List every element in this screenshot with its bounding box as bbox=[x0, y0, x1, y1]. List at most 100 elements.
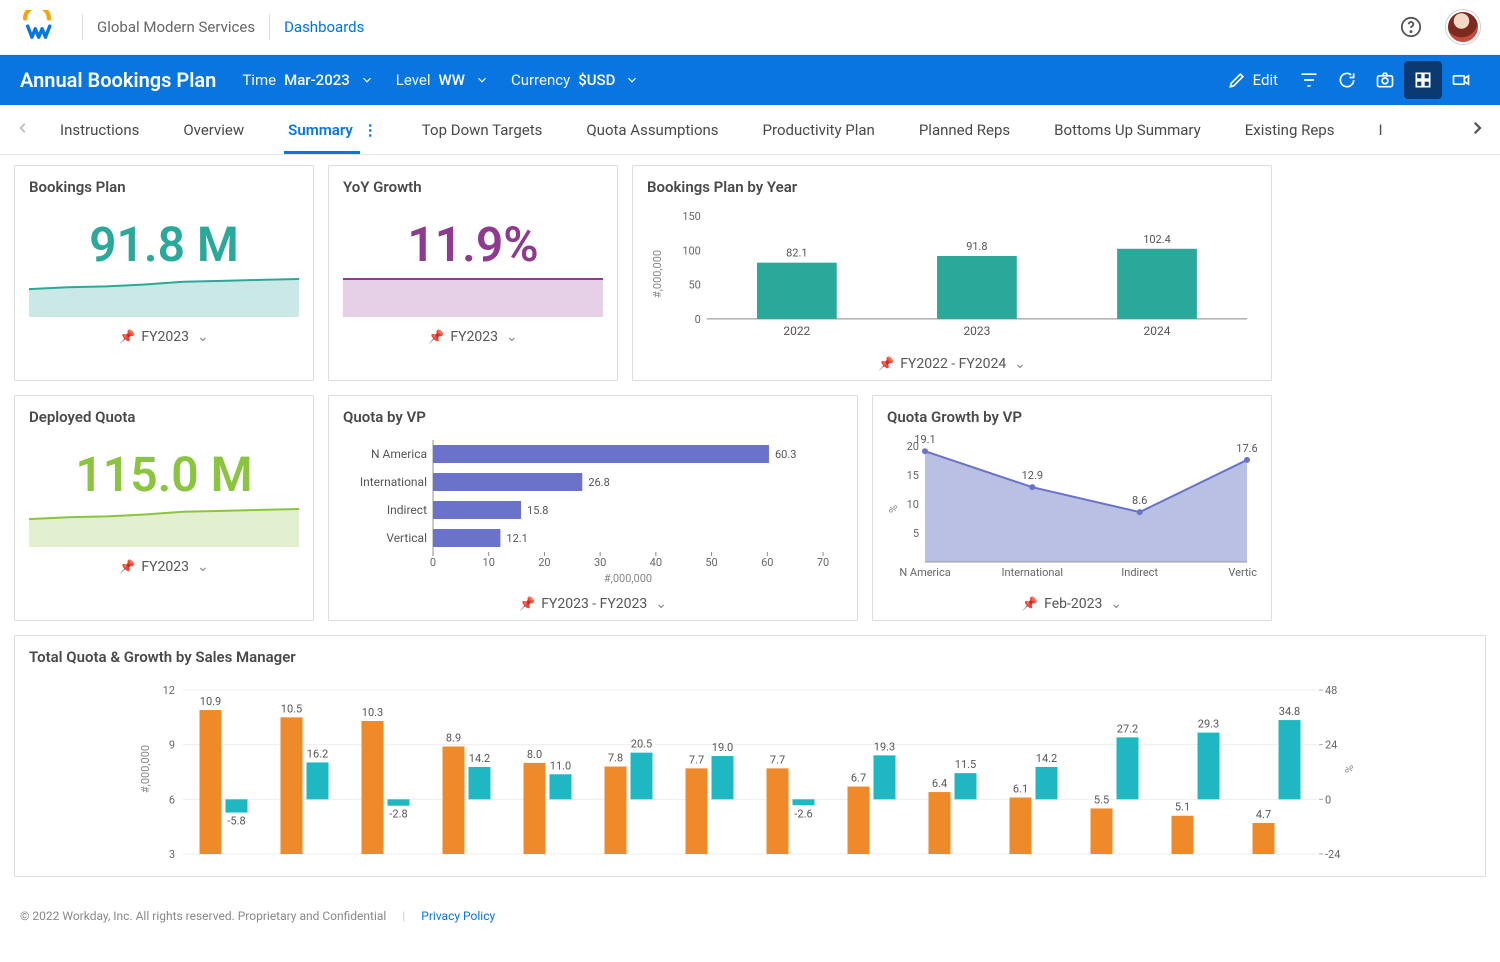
svg-text:-24: -24 bbox=[1325, 848, 1340, 861]
video-icon[interactable] bbox=[1442, 61, 1480, 99]
filter-currency-label: Currency bbox=[511, 71, 570, 89]
filter-level-dropdown[interactable]: WW bbox=[439, 71, 489, 89]
tab-productivity-plan[interactable]: Productivity Plan bbox=[741, 105, 897, 154]
pin-icon: 📌 bbox=[119, 560, 135, 575]
svg-text:34.8: 34.8 bbox=[1279, 705, 1300, 718]
svg-text:20.5: 20.5 bbox=[631, 738, 652, 751]
card-title: Quota by VP bbox=[343, 408, 843, 426]
svg-text:50: 50 bbox=[689, 279, 701, 292]
svg-text:6.7: 6.7 bbox=[851, 772, 866, 785]
svg-text:%: % bbox=[887, 505, 900, 513]
privacy-policy-link[interactable]: Privacy Policy bbox=[421, 909, 495, 923]
quota-growth-by-vp-chart: 5101520%19.1N America12.9International8.… bbox=[887, 434, 1257, 584]
filter-time-dropdown[interactable]: Mar-2023 bbox=[284, 71, 374, 89]
svg-text:29.3: 29.3 bbox=[1198, 718, 1219, 731]
svg-text:27.2: 27.2 bbox=[1117, 722, 1138, 735]
tab-quota-assumptions[interactable]: Quota Assumptions bbox=[564, 105, 740, 154]
card-period-selector[interactable]: 📌Feb-2023⌄ bbox=[887, 596, 1257, 612]
yoy-growth-value: 11.9% bbox=[343, 204, 603, 277]
svg-text:#,000,000: #,000,000 bbox=[651, 250, 664, 298]
svg-text:20: 20 bbox=[538, 556, 550, 569]
svg-text:14.2: 14.2 bbox=[1036, 752, 1057, 765]
svg-text:11.5: 11.5 bbox=[955, 758, 976, 771]
footer-copyright: © 2022 Workday, Inc. All rights reserved… bbox=[20, 909, 386, 923]
tab-top-down-targets[interactable]: Top Down Targets bbox=[400, 105, 565, 154]
filter-currency-dropdown[interactable]: $USD bbox=[578, 71, 639, 89]
card-total-quota-by-manager: Total Quota & Growth by Sales Manager 36… bbox=[14, 635, 1486, 877]
svg-text:40: 40 bbox=[650, 556, 662, 569]
user-avatar[interactable] bbox=[1446, 10, 1480, 44]
svg-text:6: 6 bbox=[169, 793, 175, 806]
card-title: Quota Growth by VP bbox=[887, 408, 1257, 426]
tab-planned-reps[interactable]: Planned Reps bbox=[897, 105, 1032, 154]
svg-text:8.0: 8.0 bbox=[527, 748, 542, 761]
card-quota-growth-by-vp: Quota Growth by VP 5101520%19.1N America… bbox=[872, 395, 1272, 621]
deployed-quota-value: 115.0 M bbox=[29, 434, 299, 507]
chevron-down-icon bbox=[360, 73, 374, 87]
tab-bar: InstructionsOverviewSummary⋮Top Down Tar… bbox=[0, 105, 1500, 155]
svg-text:10: 10 bbox=[907, 498, 919, 511]
tab-menu-icon[interactable]: ⋮ bbox=[363, 121, 378, 139]
pin-icon: 📌 bbox=[119, 330, 135, 345]
svg-text:2022: 2022 bbox=[783, 324, 810, 338]
svg-text:48: 48 bbox=[1325, 684, 1337, 697]
svg-text:N America: N America bbox=[371, 447, 427, 461]
tab-bottoms-up-summary[interactable]: Bottoms Up Summary bbox=[1032, 105, 1223, 154]
pin-icon: 📌 bbox=[519, 597, 535, 612]
card-period-selector[interactable]: 📌FY2023⌄ bbox=[29, 329, 299, 345]
edit-button[interactable]: Edit bbox=[1227, 70, 1278, 90]
camera-icon[interactable] bbox=[1366, 61, 1404, 99]
footer: © 2022 Workday, Inc. All rights reserved… bbox=[0, 901, 1500, 943]
pin-icon: 📌 bbox=[1022, 597, 1038, 612]
svg-text:0: 0 bbox=[430, 556, 436, 569]
svg-text:7.7: 7.7 bbox=[689, 753, 704, 766]
tab-overview[interactable]: Overview bbox=[161, 105, 266, 154]
svg-text:International: International bbox=[1002, 566, 1064, 579]
svg-text:5.5: 5.5 bbox=[1094, 793, 1109, 806]
deployed-quota-sparkline bbox=[29, 507, 299, 547]
card-period-selector[interactable]: 📌FY2023⌄ bbox=[29, 559, 299, 575]
svg-text:150: 150 bbox=[682, 210, 700, 223]
workday-logo[interactable] bbox=[20, 10, 54, 44]
filter-level-label: Level bbox=[396, 71, 431, 89]
card-title: Bookings Plan bbox=[29, 178, 299, 196]
card-period-selector[interactable]: 📌FY2022 - FY2024⌄ bbox=[647, 356, 1257, 372]
help-icon[interactable] bbox=[1400, 16, 1422, 38]
svg-text:-2.6: -2.6 bbox=[794, 807, 812, 820]
topbar: Global Modern Services Dashboards bbox=[0, 0, 1500, 55]
tabs-prev[interactable] bbox=[8, 121, 38, 139]
svg-text:5.1: 5.1 bbox=[1175, 801, 1190, 814]
filter-icon[interactable] bbox=[1290, 61, 1328, 99]
svg-text:91.8: 91.8 bbox=[966, 240, 987, 253]
card-title: Total Quota & Growth by Sales Manager bbox=[29, 648, 1471, 666]
refresh-icon[interactable] bbox=[1328, 61, 1366, 99]
card-period-selector[interactable]: 📌FY2023⌄ bbox=[343, 329, 603, 345]
svg-text:50: 50 bbox=[705, 556, 717, 569]
dashboard-grid: Bookings Plan 91.8 M 📌FY2023⌄ YoY Growth… bbox=[0, 155, 1500, 901]
org-name: Global Modern Services bbox=[97, 18, 255, 36]
svg-text:0: 0 bbox=[695, 313, 701, 326]
grid-view-icon[interactable] bbox=[1404, 61, 1442, 99]
quota-by-vp-chart: 010203040506070#,000,000N America60.3Int… bbox=[343, 434, 843, 584]
svg-text:10.3: 10.3 bbox=[362, 706, 383, 719]
svg-text:100: 100 bbox=[682, 244, 700, 257]
card-period-selector[interactable]: 📌FY2023 - FY2023⌄ bbox=[343, 596, 843, 612]
svg-text:8.6: 8.6 bbox=[1132, 494, 1147, 507]
svg-text:2024: 2024 bbox=[1144, 324, 1171, 338]
tab-summary[interactable]: Summary⋮ bbox=[266, 105, 400, 154]
svg-text:14.2: 14.2 bbox=[469, 752, 490, 765]
pencil-icon bbox=[1227, 70, 1247, 90]
chevron-down-icon bbox=[625, 73, 639, 87]
breadcrumb-dashboards[interactable]: Dashboards bbox=[284, 18, 364, 36]
tab-overflow[interactable]: I bbox=[1356, 105, 1404, 154]
card-title: YoY Growth bbox=[343, 178, 603, 196]
svg-text:7.7: 7.7 bbox=[770, 753, 785, 766]
card-quota-by-vp: Quota by VP 010203040506070#,000,000N Am… bbox=[328, 395, 858, 621]
filter-bar: Annual Bookings Plan Time Mar-2023 Level… bbox=[0, 55, 1500, 105]
svg-text:6.4: 6.4 bbox=[932, 777, 947, 790]
tab-instructions[interactable]: Instructions bbox=[38, 105, 161, 154]
tab-existing-reps[interactable]: Existing Reps bbox=[1223, 105, 1357, 154]
svg-text:Vertical: Vertical bbox=[1228, 566, 1257, 579]
tabs-next[interactable] bbox=[1462, 119, 1492, 141]
svg-text:Vertical: Vertical bbox=[386, 531, 427, 545]
